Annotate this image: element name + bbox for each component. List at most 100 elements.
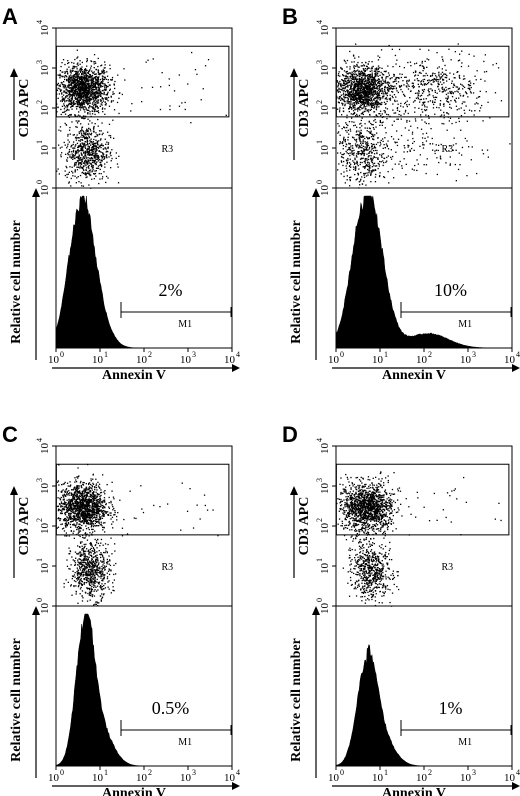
event-dot	[111, 79, 113, 81]
gate-label: R3	[442, 144, 454, 155]
event-dot	[84, 92, 86, 94]
event-dot	[95, 516, 97, 519]
event-dot	[86, 491, 89, 493]
event-dot	[66, 85, 69, 87]
event-dot	[83, 90, 85, 92]
event-dot	[397, 138, 400, 140]
event-dot	[82, 132, 85, 134]
event-dot	[78, 162, 80, 164]
event-dot	[94, 89, 96, 91]
event-dot	[336, 81, 339, 83]
event-dot	[368, 168, 370, 170]
event-dot	[100, 146, 102, 149]
event-dot	[403, 113, 405, 115]
event-dot	[373, 165, 375, 167]
event-dot	[400, 85, 402, 87]
event-dot	[386, 98, 388, 100]
event-dot	[76, 63, 78, 65]
event-dot	[168, 78, 170, 80]
event-dot	[355, 179, 357, 181]
event-dot	[84, 144, 86, 146]
event-dot	[84, 68, 87, 70]
event-dot	[481, 149, 483, 151]
event-dot	[72, 82, 74, 84]
event-dot	[396, 141, 398, 143]
event-dot	[87, 129, 89, 131]
percent-label: 10%	[434, 280, 467, 300]
event-dot	[92, 93, 95, 95]
event-dot	[90, 132, 93, 134]
event-dot	[73, 141, 75, 143]
event-dot	[71, 91, 73, 93]
event-dot	[84, 106, 86, 108]
event-dot	[87, 145, 89, 147]
event-dot	[78, 86, 80, 89]
event-dot	[67, 84, 70, 86]
event-dot	[450, 92, 452, 94]
event-dot	[357, 86, 359, 88]
event-dot	[56, 89, 59, 91]
event-dot	[98, 93, 100, 95]
event-dot	[406, 104, 408, 106]
event-dot	[374, 82, 376, 85]
y-tick-label: 10	[39, 145, 51, 157]
panel-letter: A	[2, 4, 18, 29]
event-dot	[368, 86, 370, 88]
event-dot	[361, 83, 363, 85]
event-dot	[84, 147, 87, 149]
event-dot	[79, 88, 81, 90]
event-dot	[352, 152, 354, 155]
event-dot	[380, 83, 383, 85]
event-dot	[340, 88, 342, 90]
event-dot	[95, 150, 97, 153]
event-dot	[417, 94, 419, 96]
event-dot	[86, 102, 88, 104]
event-dot	[89, 507, 91, 509]
event-dot	[91, 78, 93, 80]
event-dot	[69, 133, 71, 135]
event-dot	[340, 160, 343, 162]
event-dot	[342, 145, 345, 147]
event-dot	[442, 91, 444, 93]
event-dot	[110, 95, 112, 97]
histogram-y-arrowhead	[312, 188, 320, 197]
event-dot	[379, 83, 381, 85]
dot-plot-y-arrowhead	[290, 68, 298, 77]
event-dot	[366, 90, 368, 92]
event-dot	[83, 118, 85, 120]
event-dot	[439, 81, 442, 83]
event-dot	[80, 136, 82, 138]
event-dot	[78, 90, 80, 92]
event-dot	[68, 129, 71, 131]
event-dot	[368, 131, 370, 133]
event-dot	[63, 90, 65, 92]
event-dot	[63, 104, 65, 107]
event-dot	[80, 499, 82, 501]
event-dot	[96, 149, 98, 151]
event-dot	[386, 92, 389, 94]
event-dot	[454, 77, 456, 79]
event-dot	[372, 78, 374, 80]
event-dot	[96, 154, 98, 156]
event-dot	[77, 99, 79, 101]
event-dot	[81, 80, 83, 82]
event-dot	[79, 78, 81, 80]
event-dot	[358, 87, 361, 89]
event-dot	[374, 76, 376, 78]
event-dot	[388, 85, 390, 87]
event-dot	[435, 75, 437, 77]
event-dot	[414, 92, 417, 94]
event-dot	[85, 167, 88, 169]
event-dot	[342, 94, 344, 96]
event-dot	[84, 71, 86, 73]
event-dot	[66, 72, 69, 74]
event-dot	[73, 157, 75, 159]
event-dot	[80, 68, 82, 70]
event-dot	[353, 78, 355, 80]
event-dot	[398, 113, 400, 116]
event-dot	[392, 138, 395, 140]
event-dot	[70, 177, 72, 180]
event-dot	[79, 493, 81, 495]
event-dot	[107, 151, 109, 153]
event-dot	[475, 79, 477, 81]
